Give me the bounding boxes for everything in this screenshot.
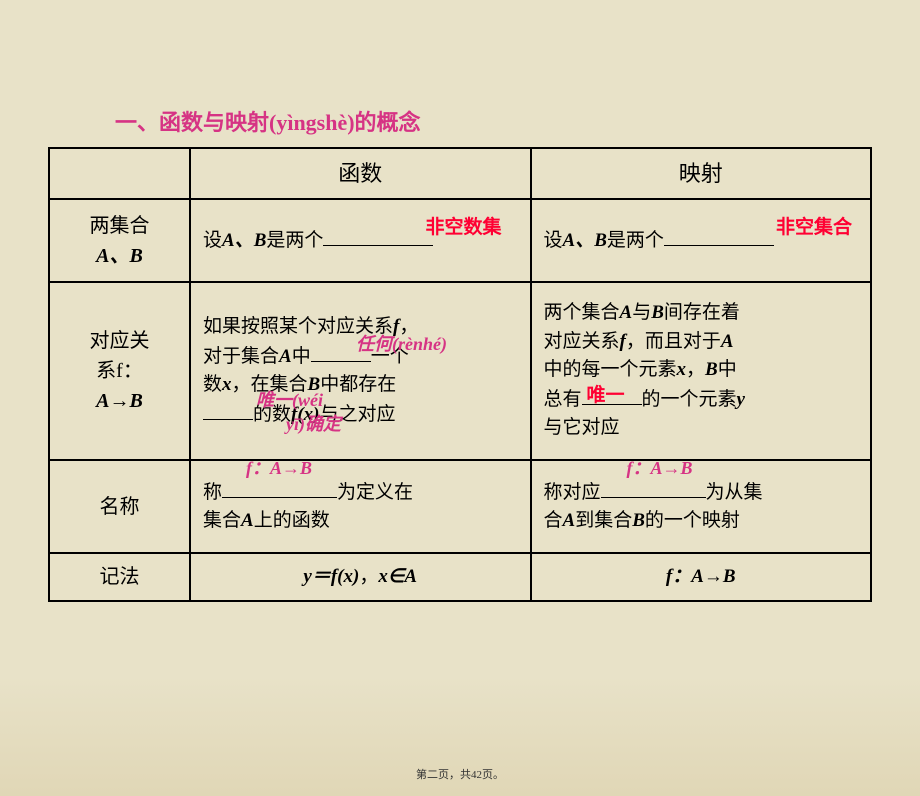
r2-label-l2: 系f：: [96, 360, 143, 382]
r4l-a: y＝f(x): [303, 566, 359, 587]
row1-left: 设A、B是两个 非空数集: [190, 199, 531, 282]
r2l-3e: 中都存在: [320, 374, 396, 395]
row1-right: 设A、B是两个 非空集合: [531, 199, 872, 282]
r3r-3a: 合: [544, 510, 563, 531]
r3r-2: 为从集: [706, 482, 763, 503]
r2r-4b: 的一个元素: [642, 389, 737, 410]
r2l-fill1: 任何(rènhé): [356, 331, 447, 358]
row3-label: 名称: [49, 460, 190, 553]
r1l-ab: A、B: [222, 230, 266, 251]
r2l-2a: 对于集合: [203, 346, 279, 367]
r2r-2c: ，而且对于: [626, 331, 721, 352]
r2r-2d: A: [721, 331, 734, 352]
r3r-3d: B: [632, 510, 645, 531]
row1-label-l1: 两集合: [90, 215, 150, 237]
r3l-3c: 上的函数: [254, 510, 330, 531]
r2l-fill2b: yī)确定: [286, 411, 341, 438]
r2r-3e: 中: [718, 359, 737, 380]
r2r-1e: 间存在着: [664, 302, 740, 323]
r2l-2b: A: [279, 346, 292, 367]
r2l-2c: 中: [292, 346, 311, 367]
row1-label-l2: A、B: [96, 245, 143, 267]
r2r-2a: 对应关系: [544, 331, 620, 352]
corner-cell: [49, 148, 190, 199]
r1l-suffix: 是两个: [266, 230, 323, 251]
r3l-1: 称: [203, 482, 222, 503]
r3r-3c: 到集合: [575, 510, 632, 531]
r1r-prefix: 设: [544, 230, 563, 251]
r2l-3b: x: [222, 374, 232, 395]
row2-right: 两个集合A与B间存在着 对应关系f，而且对于A 中的每一个元素x，B中 总有的一…: [531, 282, 872, 460]
row3-left: f：A→B 称为定义在 集合A上的函数: [190, 460, 531, 553]
r2r-3d: B: [705, 359, 718, 380]
row4-left: y＝f(x)，x∈A: [190, 553, 531, 601]
r2r-1a: 两个集合: [544, 302, 620, 323]
r4l-b: ，: [359, 566, 378, 587]
row2-label: 对应关 系f： A→B: [49, 282, 190, 460]
r1r-ab: A、B: [563, 230, 607, 251]
r3l-3a: 集合: [203, 510, 241, 531]
r2r-fill: 唯一: [587, 382, 625, 411]
r3r-3b: A: [563, 510, 576, 531]
concept-table: 函数 映射 两集合 A、B 设A、B是两个 非空数集 设A、B是两个 非空集合 …: [48, 147, 872, 602]
r2r-3c: ，: [686, 359, 705, 380]
r3r-fill: f：A→B: [627, 455, 693, 482]
r2-label-l1: 对应关: [90, 330, 150, 352]
section-heading: 一、函数与映射(yìngshè)的概念: [115, 105, 920, 137]
row4-right: f：A→B: [531, 553, 872, 601]
r2r-3a: 中的每一个元素: [544, 359, 677, 380]
r2r-4c: y: [737, 389, 745, 410]
r2l-3a: 数: [203, 374, 222, 395]
r3l-3b: A: [241, 510, 254, 531]
r2r-1d: B: [651, 302, 664, 323]
r2-label-l3: A→B: [96, 390, 143, 412]
r2r-1c: 与: [632, 302, 651, 323]
r3l-2: 为定义在: [337, 482, 413, 503]
r3r-3e: 的一个映射: [645, 510, 740, 531]
page-footer: 第二页，共42页。: [0, 766, 920, 782]
r1r-suffix: 是两个: [607, 230, 664, 251]
r2r-3b: x: [677, 359, 687, 380]
r1r-fill: 非空集合: [776, 214, 852, 243]
r2r-1b: A: [620, 302, 633, 323]
r2l-fill2a: 唯一(wéi: [256, 387, 323, 414]
r3l-fill: f：A→B: [246, 455, 312, 482]
r3r-1: 称对应: [544, 482, 601, 503]
row2-left: 如果按照某个对应关系f， 对于集合A中一个 数x，在集合B中都存在 的数f(x)…: [190, 282, 531, 460]
row3-right: f：A→B 称对应为从集 合A到集合B的一个映射: [531, 460, 872, 553]
col-header-mapping: 映射: [531, 148, 872, 199]
row4-label: 记法: [49, 553, 190, 601]
row1-label: 两集合 A、B: [49, 199, 190, 282]
r1l-prefix: 设: [203, 230, 222, 251]
r1l-fill: 非空数集: [425, 214, 501, 243]
r4l-c: x∈A: [378, 566, 417, 587]
r2r-5: 与它对应: [544, 417, 620, 438]
r4r: f：A→B: [666, 566, 736, 587]
col-header-function: 函数: [190, 148, 531, 199]
r2r-4a: 总有: [544, 389, 582, 410]
